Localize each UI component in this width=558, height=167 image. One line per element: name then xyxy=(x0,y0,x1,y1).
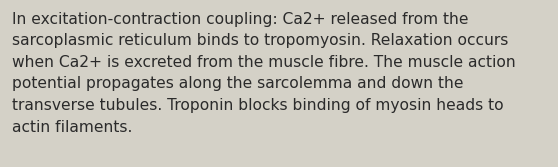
Text: In excitation-contraction coupling: Ca2+ released from the
sarcoplasmic reticulu: In excitation-contraction coupling: Ca2+… xyxy=(12,12,516,135)
